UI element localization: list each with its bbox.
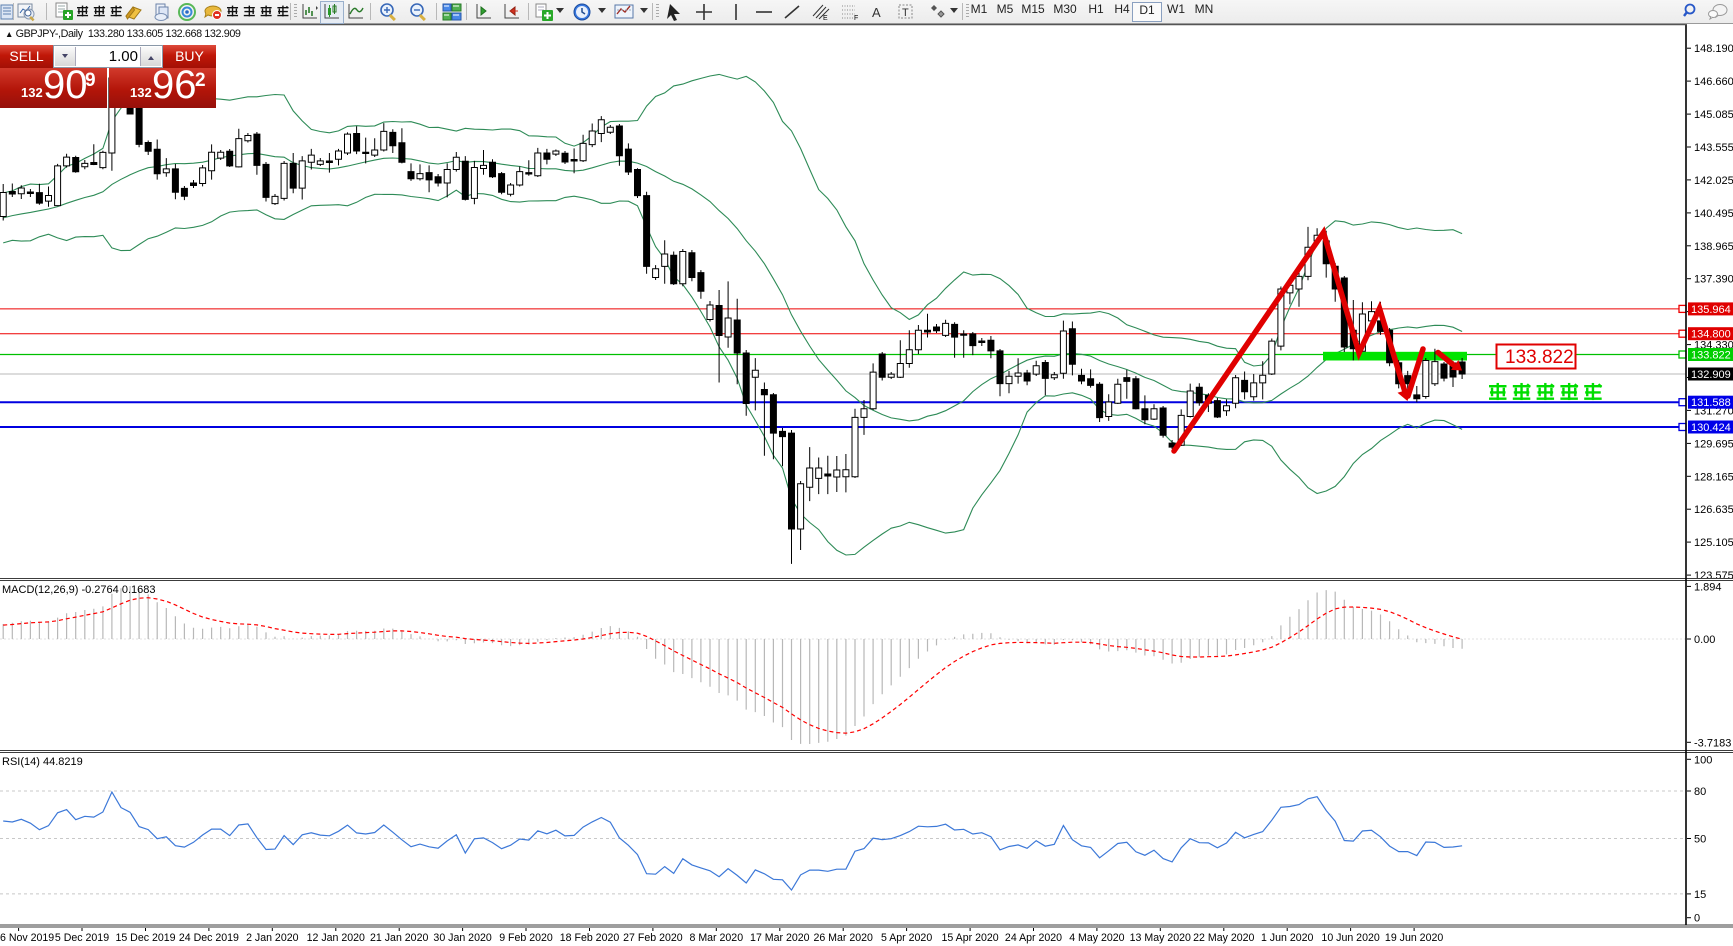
svg-text:100: 100 [1694,754,1712,766]
svg-text:T: T [902,7,909,19]
svg-text:21 Jan 2020: 21 Jan 2020 [370,932,428,944]
svg-text:0: 0 [1694,913,1700,925]
svg-text:27 Feb 2020: 27 Feb 2020 [623,932,683,944]
svg-text:129.695: 129.695 [1694,438,1733,450]
svg-text:50: 50 [1694,834,1706,846]
svg-text:133.822: 133.822 [1505,347,1574,368]
svg-text:-3.7183: -3.7183 [1694,737,1731,749]
svg-text:30 Jan 2020: 30 Jan 2020 [433,932,491,944]
svg-text:140.495: 140.495 [1694,208,1733,220]
svg-text:138.965: 138.965 [1694,241,1733,253]
svg-text:18 Feb 2020: 18 Feb 2020 [560,932,620,944]
svg-text:15: 15 [1694,889,1706,901]
svg-text:1 Jun 2020: 1 Jun 2020 [1261,932,1314,944]
svg-text:17 Mar 2020: 17 Mar 2020 [750,932,810,944]
svg-text:137.390: 137.390 [1694,274,1733,286]
svg-text:128.165: 128.165 [1694,471,1733,483]
svg-text:F: F [854,15,858,22]
svg-text:142.025: 142.025 [1694,175,1733,187]
svg-text:MACD(12,26,9) -0.2764 0.1683: MACD(12,26,9) -0.2764 0.1683 [2,584,155,596]
svg-text:125.105: 125.105 [1694,537,1733,549]
svg-text:A: A [872,5,881,20]
svg-text:126.635: 126.635 [1694,504,1733,516]
svg-text:8 Mar 2020: 8 Mar 2020 [690,932,744,944]
svg-text:1.894: 1.894 [1694,581,1722,593]
svg-text:22 May 2020: 22 May 2020 [1193,932,1254,944]
svg-text:148.190: 148.190 [1694,43,1733,55]
svg-text:12 Jan 2020: 12 Jan 2020 [307,932,365,944]
svg-text:5 Dec 2019: 5 Dec 2019 [55,932,109,944]
svg-text:0.00: 0.00 [1694,634,1715,646]
svg-text:6 Nov 2019: 6 Nov 2019 [0,932,54,944]
svg-text:135.964: 135.964 [1691,304,1731,316]
svg-text:RSI(14) 44.8219: RSI(14) 44.8219 [2,756,83,768]
svg-text:143.555: 143.555 [1694,142,1733,154]
svg-text:10 Jun 2020: 10 Jun 2020 [1321,932,1379,944]
svg-text:133.822: 133.822 [1691,350,1731,362]
svg-text:130.424: 130.424 [1691,422,1731,434]
svg-text:24 Dec 2019: 24 Dec 2019 [179,932,239,944]
svg-text:E: E [823,15,828,22]
svg-text:15 Dec 2019: 15 Dec 2019 [115,932,175,944]
svg-text:146.660: 146.660 [1694,76,1733,88]
svg-text:132.909: 132.909 [1691,369,1731,381]
svg-text:24 Apr 2020: 24 Apr 2020 [1005,932,1062,944]
svg-text:15 Apr 2020: 15 Apr 2020 [942,932,999,944]
svg-text:2 Jan 2020: 2 Jan 2020 [246,932,299,944]
svg-text:134.800: 134.800 [1691,329,1731,341]
svg-text:13 May 2020: 13 May 2020 [1130,932,1191,944]
svg-text:80: 80 [1694,786,1706,798]
svg-text:4 May 2020: 4 May 2020 [1069,932,1124,944]
svg-text:19 Jun 2020: 19 Jun 2020 [1385,932,1443,944]
svg-text:9 Feb 2020: 9 Feb 2020 [499,932,553,944]
svg-text:131.588: 131.588 [1691,397,1731,409]
svg-text:5 Apr 2020: 5 Apr 2020 [881,932,932,944]
svg-text:145.085: 145.085 [1694,109,1733,121]
svg-text:26 Mar 2020: 26 Mar 2020 [813,932,873,944]
